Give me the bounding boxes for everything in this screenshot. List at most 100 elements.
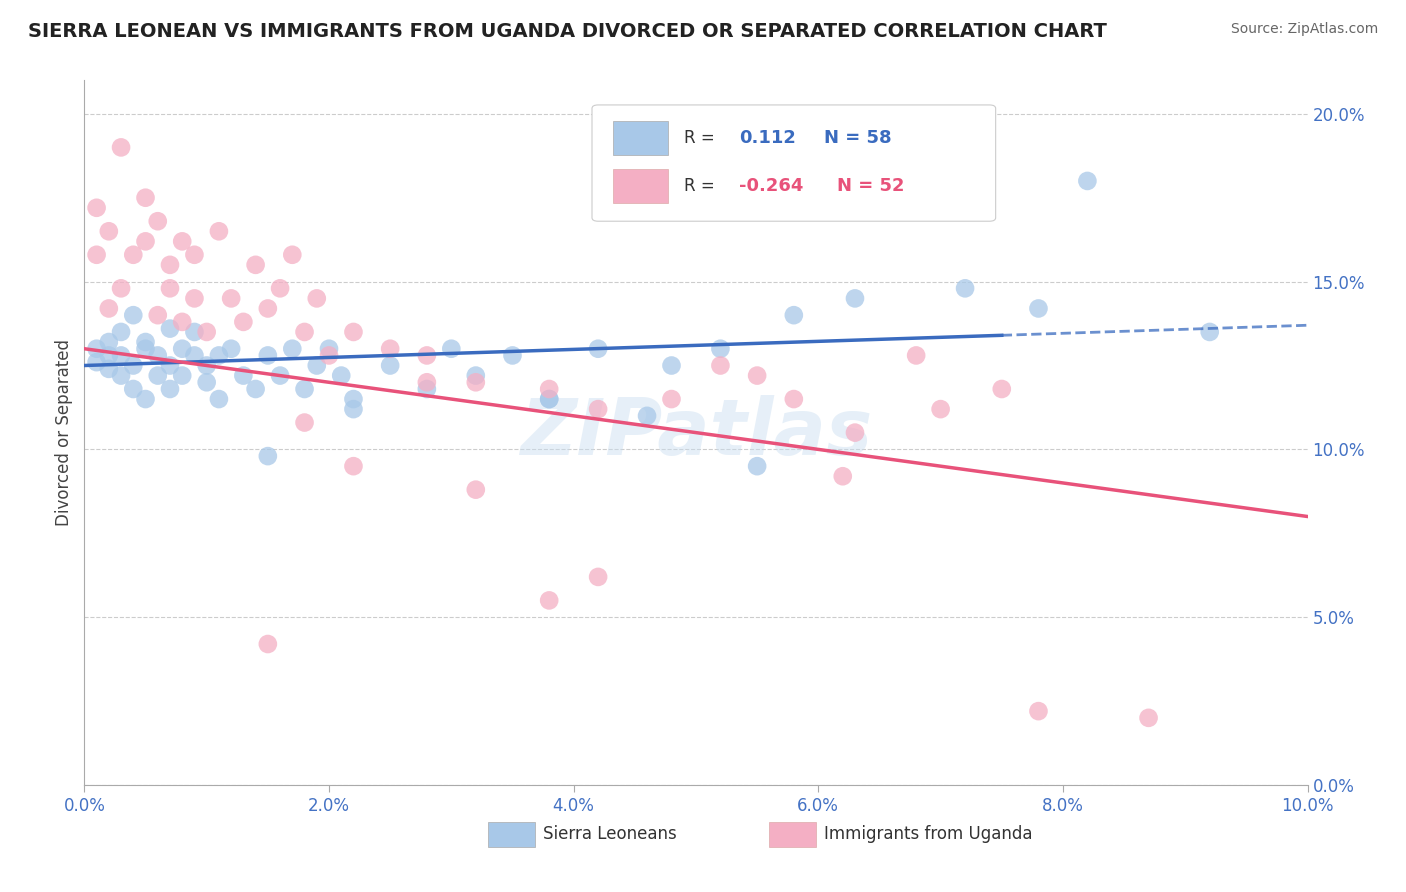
Point — [146, 214, 169, 228]
Point — [416, 382, 439, 396]
Point — [464, 483, 486, 497]
Point — [380, 342, 402, 356]
Point — [219, 342, 242, 356]
Point — [294, 325, 316, 339]
Point — [135, 334, 157, 349]
Point — [831, 469, 853, 483]
Point — [97, 334, 120, 349]
Text: Source: ZipAtlas.com: Source: ZipAtlas.com — [1230, 22, 1378, 37]
Point — [172, 368, 194, 383]
Point — [1028, 704, 1050, 718]
Point — [342, 459, 364, 474]
Point — [305, 292, 328, 306]
Point — [135, 392, 157, 406]
Point — [245, 258, 267, 272]
Point — [586, 342, 609, 356]
Point — [135, 191, 157, 205]
Point — [257, 449, 280, 463]
Point — [709, 359, 731, 373]
Point — [464, 368, 486, 383]
Point — [318, 348, 340, 362]
Point — [159, 281, 181, 295]
Point — [172, 342, 194, 356]
Point — [953, 281, 976, 295]
Point — [86, 201, 108, 215]
Point — [183, 292, 205, 306]
Text: Immigrants from Uganda: Immigrants from Uganda — [824, 825, 1033, 843]
Point — [183, 348, 205, 362]
Point — [183, 325, 205, 339]
Point — [661, 392, 683, 406]
Point — [1076, 174, 1098, 188]
Point — [86, 342, 108, 356]
Point — [747, 459, 769, 474]
Point — [146, 368, 169, 383]
Text: N = 58: N = 58 — [824, 129, 891, 147]
Point — [294, 382, 316, 396]
Point — [122, 248, 145, 262]
Point — [122, 308, 145, 322]
FancyBboxPatch shape — [488, 822, 534, 847]
Point — [1137, 711, 1160, 725]
Point — [86, 355, 108, 369]
Text: N = 52: N = 52 — [837, 177, 904, 195]
Point — [146, 348, 169, 362]
Point — [195, 359, 218, 373]
Point — [257, 637, 280, 651]
Point — [232, 315, 254, 329]
Point — [440, 342, 463, 356]
Point — [269, 368, 291, 383]
Point — [97, 301, 120, 316]
Point — [342, 325, 364, 339]
Point — [183, 248, 205, 262]
Point — [208, 224, 231, 238]
Point — [342, 392, 364, 406]
Point — [97, 224, 120, 238]
Point — [110, 281, 132, 295]
Point — [747, 368, 769, 383]
Text: -0.264: -0.264 — [738, 177, 803, 195]
Point — [269, 281, 291, 295]
Point — [172, 235, 194, 249]
Point — [305, 359, 328, 373]
Point — [159, 359, 181, 373]
Point — [146, 308, 169, 322]
Text: R =: R = — [683, 177, 720, 195]
Point — [538, 392, 561, 406]
Point — [219, 292, 242, 306]
Point — [586, 402, 609, 417]
Point — [110, 325, 132, 339]
Point — [783, 308, 806, 322]
Point — [464, 376, 486, 390]
Point — [257, 348, 280, 362]
Point — [929, 402, 952, 417]
Point — [208, 348, 231, 362]
Point — [135, 342, 157, 356]
Point — [318, 342, 340, 356]
Point — [661, 359, 683, 373]
FancyBboxPatch shape — [613, 169, 668, 202]
FancyBboxPatch shape — [592, 105, 995, 221]
Point — [110, 368, 132, 383]
Point — [281, 248, 304, 262]
Point — [342, 402, 364, 417]
Point — [257, 301, 280, 316]
Point — [86, 248, 108, 262]
Point — [380, 359, 402, 373]
Point — [636, 409, 658, 423]
Point — [294, 416, 316, 430]
Text: Sierra Leoneans: Sierra Leoneans — [543, 825, 676, 843]
Point — [245, 382, 267, 396]
Point — [416, 376, 439, 390]
Point — [709, 342, 731, 356]
Point — [586, 570, 609, 584]
Point — [416, 348, 439, 362]
Y-axis label: Divorced or Separated: Divorced or Separated — [55, 339, 73, 526]
Point — [330, 368, 353, 383]
Point — [159, 321, 181, 335]
Point — [1198, 325, 1220, 339]
Point — [232, 368, 254, 383]
Point — [195, 325, 218, 339]
Point — [1028, 301, 1050, 316]
Point — [844, 292, 866, 306]
